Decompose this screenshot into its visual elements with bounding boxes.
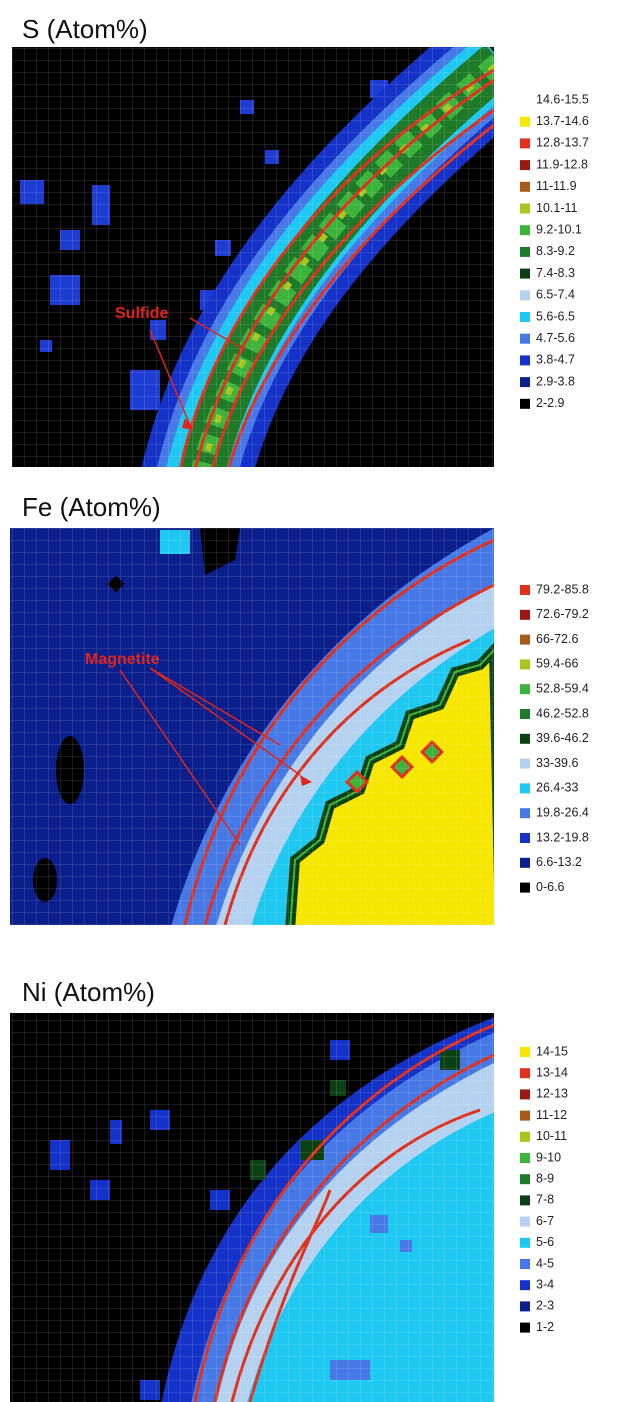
legend-label: 26.4-33 [536,781,578,795]
legend-label: 8-9 [536,1171,554,1185]
legend-swatch [520,858,530,868]
legend-label: 0-6.6 [536,880,565,894]
legend-swatch [520,204,530,214]
legend-swatch [520,355,530,365]
legend-label: 3-4 [536,1277,554,1291]
legend-label: 11-12 [536,1108,567,1122]
legend-swatch [520,377,530,387]
legend-swatch [520,759,530,769]
panel-title: S (Atom%) [22,14,148,44]
legend-label: 5.6-6.5 [536,309,575,323]
legend-swatch [520,610,530,620]
legend-label: 46.2-52.8 [536,706,589,720]
legend-label: 4.7-5.6 [536,331,575,345]
legend-label: 1-2 [536,1320,554,1334]
legend-label: 11.9-12.8 [536,157,588,171]
panel-title: Ni (Atom%) [22,977,155,1007]
legend-label: 6.5-7.4 [536,288,575,302]
legend-label: 13.7-14.6 [536,114,589,128]
legend-label: 79.2-85.8 [536,582,589,596]
legend-swatch [520,659,530,669]
legend-label: 52.8-59.4 [536,681,589,695]
legend-label: 6.6-13.2 [536,855,582,869]
legend-swatch [520,160,530,170]
legend-label: 14.6-15.5 [536,92,589,106]
s-map [12,47,500,480]
legend-swatch [520,269,530,279]
annotation: Sulfide [115,305,168,322]
legend-swatch [520,1132,530,1142]
legend-label: 10.1-11 [536,201,578,215]
figure: S (Atom%) Sulfide 14.6-15.5 13.7-14.6 12.8-1… [0,0,618,1402]
legend-swatch [520,1068,530,1078]
legend-label: 12-13 [536,1087,568,1101]
legend-swatch [520,1153,530,1163]
fe-map [10,525,500,930]
legend-swatch [520,182,530,192]
legend-swatch [520,1259,530,1269]
legend-swatch [520,808,530,818]
legend-swatch [520,783,530,793]
legend-label: 10-11 [536,1129,567,1143]
legend-label: 12.8-13.7 [536,136,589,150]
legend-swatch [520,1174,530,1184]
legend-swatch [520,1238,530,1248]
legend-swatch [520,734,530,744]
legend-label: 19.8-26.4 [536,805,589,819]
legend-label: 5-6 [536,1235,554,1249]
legend-label: 9.2-10.1 [536,222,582,236]
legend-label: 2.9-3.8 [536,374,575,388]
legend-swatch [520,585,530,595]
legend-label: 14-15 [536,1044,568,1058]
legend-swatch [520,1217,530,1227]
legend-swatch [520,1301,530,1311]
legend-swatch [520,399,530,409]
legend-swatch [520,833,530,843]
legend-swatch [520,247,530,257]
legend-swatch [520,225,530,235]
legend-label: 72.6-79.2 [536,607,589,621]
legend-label: 7-8 [536,1193,554,1207]
legend-label: 13-14 [536,1065,568,1079]
legend-label: 33-39.6 [536,756,578,770]
legend-swatch [520,684,530,694]
legend-label: 6-7 [536,1214,554,1228]
legend-swatch [520,117,530,127]
legend-label: 13.2-19.8 [536,830,589,844]
legend-swatch [520,334,530,344]
legend-swatch [520,1323,530,1333]
legend-swatch [520,709,530,719]
legend-swatch [520,1280,530,1290]
legend-swatch [520,138,530,148]
legend-label: 3.8-4.7 [536,353,575,367]
legend-swatch [520,883,530,893]
legend-swatch [520,95,530,105]
ni-map [10,1013,500,1402]
legend-swatch [520,1195,530,1205]
legend-label: 59.4-66 [536,657,578,671]
annotation: Magnetite [85,651,160,668]
legend-label: 2-2.9 [536,396,565,410]
legend-label: 8.3-9.2 [536,244,575,258]
legend-label: 39.6-46.2 [536,731,589,745]
legend-label: 2-3 [536,1299,554,1313]
legend-label: 66-72.6 [536,632,578,646]
legend-label: 9-10 [536,1150,561,1164]
legend-label: 7.4-8.3 [536,266,575,280]
legend-label: 11-11.9 [536,179,577,193]
legend-swatch [520,1089,530,1099]
legend-swatch [520,635,530,645]
panel-title: Fe (Atom%) [22,492,161,522]
legend-swatch [520,290,530,300]
legend-swatch [520,312,530,322]
legend-label: 4-5 [536,1256,554,1270]
legend-swatch [520,1047,530,1057]
legend-swatch [520,1111,530,1121]
